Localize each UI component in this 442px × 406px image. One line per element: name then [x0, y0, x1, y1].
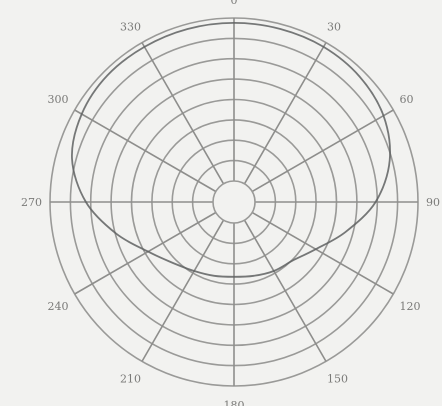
series-pattern-line — [71, 21, 391, 278]
grid-spoke-120 — [251, 211, 394, 295]
angle-tick-label-150: 150 — [327, 373, 348, 386]
center-hub — [212, 180, 256, 224]
grid-spoke-30 — [243, 42, 327, 185]
angle-tick-label-90: 90 — [426, 196, 440, 209]
angle-tick-label-330: 330 — [120, 21, 141, 34]
grid-spoke-150 — [243, 219, 327, 362]
grid-spoke-210 — [141, 219, 225, 362]
angle-tick-label-120: 120 — [400, 300, 421, 313]
angle-tick-label-60: 60 — [400, 93, 414, 106]
angle-tick-label-240: 240 — [48, 300, 69, 313]
angle-tick-label-30: 30 — [327, 21, 341, 34]
angle-tick-label-180: 180 — [224, 399, 245, 406]
grid-spoke-240 — [74, 211, 217, 295]
angle-tick-label-300: 300 — [48, 93, 69, 106]
angle-tick-label-270: 270 — [21, 196, 42, 209]
grid-spoke-300 — [74, 109, 217, 193]
grid-spoke-60 — [251, 109, 394, 193]
angle-tick-label-210: 210 — [120, 373, 141, 386]
grid-spoke-330 — [141, 42, 225, 185]
angle-tick-label-0: 0 — [231, 0, 238, 7]
